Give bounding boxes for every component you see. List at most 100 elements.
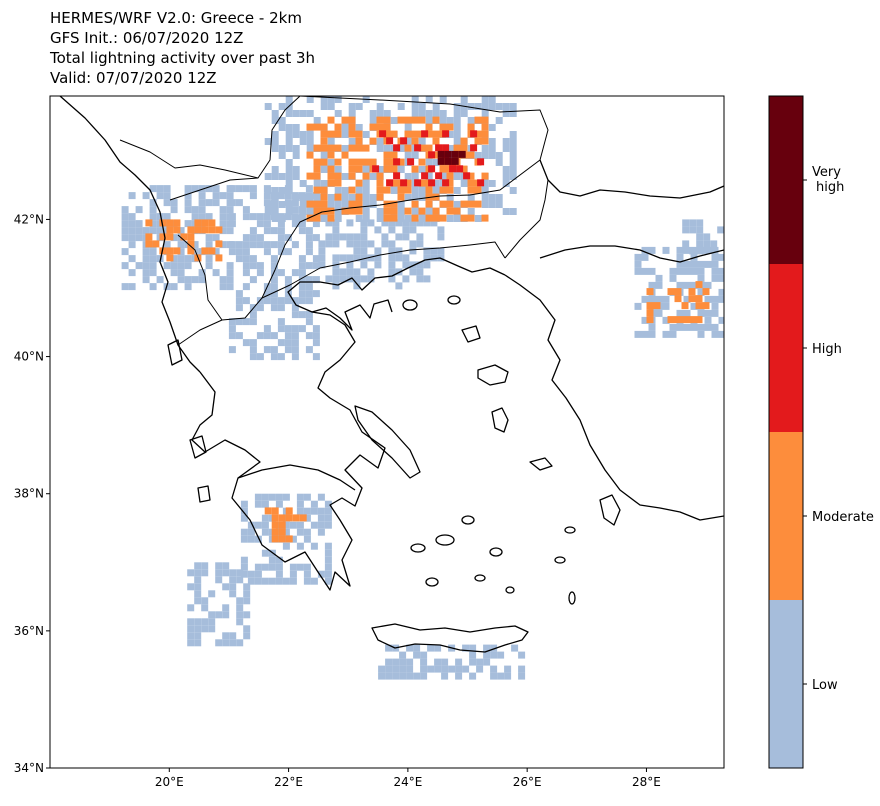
lightning-cell-level-0 (284, 185, 292, 193)
lightning-cell-level-0 (289, 577, 297, 585)
lightning-cell-level-1 (481, 214, 489, 222)
lightning-cell-level-0 (222, 611, 230, 619)
lightning-cell-level-0 (261, 514, 269, 522)
lightning-cell-level-3 (458, 150, 466, 158)
lightning-cell-level-2 (456, 165, 464, 173)
lightning-cell-level-2 (393, 144, 401, 152)
lightning-cell-level-0 (303, 493, 311, 501)
lightning-cell-level-0 (453, 173, 461, 180)
lightning-cell-level-0 (284, 325, 292, 333)
lightning-cell-level-0 (242, 241, 250, 249)
lightning-cell-level-0 (683, 309, 691, 317)
lightning-cell-level-0 (226, 276, 234, 284)
lightning-cell-level-0 (324, 570, 332, 578)
lightning-cell-level-0 (254, 577, 262, 585)
lightning-cell-level-0 (362, 215, 370, 222)
lightning-cell-level-3 (444, 150, 452, 158)
lightning-cell-level-0 (367, 240, 375, 248)
lightning-cell-level-0 (163, 192, 171, 200)
lightning-cell-level-1 (145, 219, 153, 227)
lightning-cell-level-0 (298, 311, 306, 319)
lightning-cell-level-0 (201, 597, 209, 605)
lightning-cell-level-1 (334, 123, 342, 131)
lightning-cell-level-0 (284, 192, 292, 200)
lightning-cell-level-0 (275, 493, 283, 501)
lightning-cell-level-0 (277, 192, 285, 200)
lightning-cell-level-0 (268, 563, 276, 571)
lightning-cell-level-0 (690, 302, 698, 310)
lightning-cell-level-0 (177, 255, 185, 263)
lightning-cell-level-0 (303, 535, 311, 543)
lightning-cell-level-0 (641, 330, 649, 338)
lightning-cell-level-0 (271, 145, 279, 152)
lightning-cell-level-0 (263, 192, 271, 200)
lightning-cell-level-1 (166, 226, 174, 234)
lightning-cell-level-0 (305, 290, 313, 298)
lightning-cell-level-0 (261, 528, 269, 536)
lightning-cell-level-0 (369, 110, 377, 117)
lightning-cell-level-0 (682, 219, 690, 227)
lightning-cell-level-0 (212, 269, 220, 277)
lightning-cell-level-1 (166, 254, 174, 262)
lightning-cell-level-1 (432, 207, 440, 215)
lightning-cell-level-0 (385, 665, 393, 673)
lightning-cell-level-0 (346, 261, 354, 269)
lightning-cell-level-1 (173, 247, 181, 255)
lightning-cell-level-0 (369, 173, 377, 180)
lightning-cell-level-0 (277, 220, 285, 228)
lightning-cell-level-0 (718, 316, 724, 324)
lightning-cell-level-0 (205, 199, 213, 207)
lightning-cell-level-0 (222, 569, 230, 577)
lightning-cell-level-0 (177, 227, 185, 235)
lightning-cell-level-0 (187, 583, 195, 591)
lightning-cell-level-0 (149, 255, 157, 263)
lightning-cell-level-0 (135, 234, 143, 242)
lightning-cell-level-0 (256, 220, 264, 228)
lightning-cell-level-0 (413, 651, 421, 659)
lightning-cell-level-0 (296, 500, 304, 508)
island-kefalonia (189, 435, 207, 459)
lightning-cell-level-0 (453, 110, 461, 117)
lightning-cell-level-0 (388, 226, 396, 234)
lightning-cell-level-0 (198, 192, 206, 200)
lightning-cell-level-1 (383, 116, 391, 124)
lightning-cell-level-0 (324, 556, 332, 564)
lightning-cell-level-1 (159, 219, 167, 227)
lightning-cell-level-1 (432, 214, 440, 222)
lightning-cell-level-1 (313, 172, 321, 180)
lightning-cell-level-0 (683, 323, 691, 331)
coastlines (59, 96, 724, 653)
lightning-cell-level-2 (386, 137, 394, 145)
lightning-cell-level-0 (285, 208, 293, 215)
lightning-cell-level-0 (469, 658, 477, 666)
lightning-cell-level-0 (310, 542, 318, 550)
lightning-cell-level-0 (483, 651, 491, 659)
lightning-cell-level-0 (402, 254, 410, 262)
lightning-cell-level-1 (404, 116, 412, 124)
lightning-cell-level-0 (289, 535, 297, 543)
lightning-cell-level-0 (348, 138, 356, 145)
lightning-cell-level-0 (397, 201, 405, 208)
lightning-cell-level-0 (263, 248, 271, 256)
lightning-cell-level-0 (518, 672, 526, 680)
title-line-valid: Valid: 07/07/2020 12Z (50, 69, 217, 87)
lightning-cell-level-0 (156, 213, 164, 221)
lightning-cell-level-0 (324, 521, 332, 529)
lightning-cell-level-0 (669, 267, 677, 275)
lightning-cell-level-0 (194, 618, 202, 626)
lightning-cell-level-1 (460, 200, 468, 208)
lightning-cell-level-0 (128, 269, 136, 277)
lightning-cell-level-0 (662, 330, 670, 338)
lightning-cell-level-0 (395, 233, 403, 241)
lightning-cell-level-0 (717, 226, 724, 234)
lightning-cell-level-0 (490, 644, 498, 652)
lightning-cell-level-0 (163, 262, 171, 270)
lightning-cell-level-1 (481, 172, 489, 180)
lightning-cell-level-0 (710, 240, 718, 248)
lightning-cell-level-0 (263, 220, 271, 228)
lightning-cell-level-0 (261, 500, 269, 508)
lightning-cell-level-0 (305, 332, 313, 340)
lightning-cell-level-0 (378, 672, 386, 680)
lightning-cell-level-1 (474, 116, 482, 124)
lightning-cell-level-0 (236, 576, 244, 584)
